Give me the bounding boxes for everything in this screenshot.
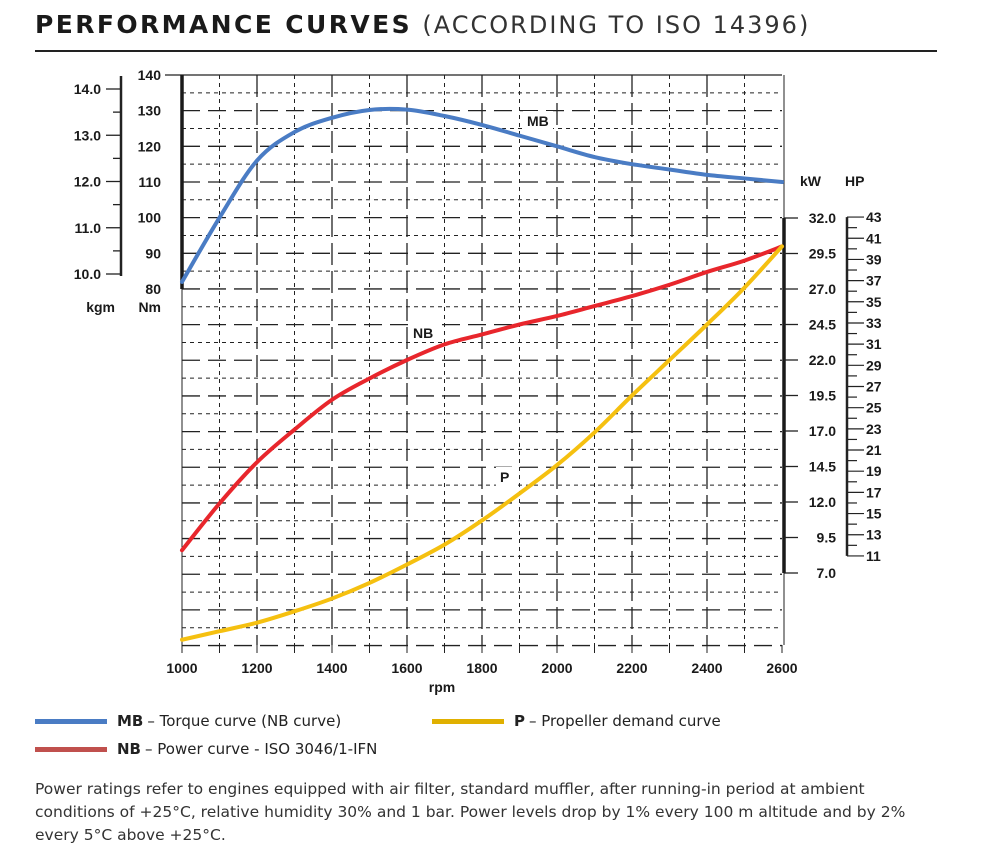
kw-tick-label: 27.0 — [809, 281, 836, 297]
series-label-bg — [496, 467, 515, 486]
legend-item-mb: MB – Torque curve (NB curve) — [35, 712, 341, 730]
kgm-tick-label: 10.0 — [74, 266, 101, 282]
hp-tick-label: 37 — [866, 273, 882, 289]
kw-tick-label: 12.0 — [809, 494, 836, 510]
hp-tick-label: 27 — [866, 378, 882, 394]
hp-tick-label: 43 — [866, 209, 882, 225]
kw-tick-label: 14.5 — [809, 459, 836, 475]
kgm-tick-label: 11.0 — [75, 220, 102, 236]
hp-tick-label: 31 — [866, 336, 882, 352]
series-label-p: P — [500, 469, 509, 485]
nm-tick-label: 100 — [138, 210, 162, 226]
legend-swatch-p — [432, 718, 504, 724]
legend-item-p: P – Propeller demand curve — [432, 712, 721, 730]
hp-tick-label: 39 — [866, 251, 882, 267]
nm-tick-label: 130 — [138, 103, 162, 119]
legend-text: – Power curve - ISO 3046/1-IFN — [145, 740, 378, 758]
legend-code: P — [514, 712, 525, 730]
hp-tick-label: 33 — [866, 315, 882, 331]
nm-tick-label: 80 — [145, 281, 161, 297]
series-label-bg — [409, 323, 439, 342]
title-rule — [35, 50, 937, 52]
hp-tick-label: 35 — [866, 294, 882, 310]
nm-tick-label: 90 — [145, 245, 161, 261]
title-sub: (ACCORDING TO ISO 14396) — [422, 11, 811, 39]
hp-tick-label: 25 — [866, 400, 882, 416]
kw-tick-label: 17.0 — [809, 423, 836, 439]
x-tick-label: 2000 — [541, 660, 572, 676]
x-tick-label: 1600 — [391, 660, 422, 676]
x-axis-label: rpm — [429, 679, 455, 695]
series-label-mb: MB — [527, 113, 549, 129]
hp-tick-label: 41 — [866, 230, 882, 246]
kw-tick-label: 19.5 — [809, 388, 836, 404]
hp-tick-label: 29 — [866, 357, 882, 373]
kgm-tick-label: 13.0 — [74, 127, 101, 143]
x-tick-label: 1000 — [166, 660, 197, 676]
x-tick-label: 1800 — [466, 660, 497, 676]
kw-tick-label: 22.0 — [809, 352, 836, 368]
nm-tick-label: 140 — [138, 67, 162, 83]
series-label-nb: NB — [413, 325, 433, 341]
nm-tick-label: 120 — [138, 138, 162, 154]
kgm-tick-label: 12.0 — [74, 174, 101, 190]
legend-text: – Torque curve (NB curve) — [147, 712, 342, 730]
series-label-bg — [523, 111, 553, 130]
legend-swatch-mb — [35, 718, 107, 724]
legend-code: NB — [117, 740, 141, 758]
nm-tick-label: 110 — [138, 174, 161, 190]
hp-tick-label: 19 — [866, 463, 882, 479]
x-tick-label: 2600 — [766, 660, 797, 676]
legend-item-nb: NB – Power curve - ISO 3046/1-IFN — [35, 740, 377, 758]
x-tick-label: 1200 — [241, 660, 272, 676]
hp-tick-label: 11 — [866, 548, 881, 564]
kw-tick-label: 9.5 — [817, 530, 837, 546]
x-tick-label: 2200 — [616, 660, 647, 676]
kw-axis-label: kW — [800, 173, 822, 189]
kw-tick-label: 29.5 — [809, 246, 836, 262]
hp-tick-label: 21 — [866, 442, 882, 458]
hp-tick-label: 23 — [866, 421, 882, 437]
kw-tick-label: 24.5 — [809, 317, 836, 333]
legend-swatch-nb — [35, 746, 107, 752]
title-main: PERFORMANCE CURVES — [35, 10, 413, 39]
legend-text: – Propeller demand curve — [529, 712, 721, 730]
kw-tick-label: 32.0 — [809, 210, 836, 226]
kgm-tick-label: 14.0 — [74, 81, 101, 97]
x-tick-label: 2400 — [691, 660, 722, 676]
legend-code: MB — [117, 712, 144, 730]
x-tick-label: 1400 — [316, 660, 347, 676]
footnote: Power ratings refer to engines equipped … — [35, 780, 906, 844]
hp-axis-label: HP — [845, 173, 864, 189]
kgm-axis-label: kgm — [86, 299, 115, 315]
hp-tick-label: 13 — [866, 527, 882, 543]
nm-axis-label: Nm — [138, 299, 161, 315]
hp-tick-label: 17 — [866, 484, 882, 500]
hp-tick-label: 15 — [866, 506, 882, 522]
chart-title: PERFORMANCE CURVES (ACCORDING TO ISO 143… — [35, 10, 810, 39]
kw-tick-label: 7.0 — [817, 565, 837, 581]
